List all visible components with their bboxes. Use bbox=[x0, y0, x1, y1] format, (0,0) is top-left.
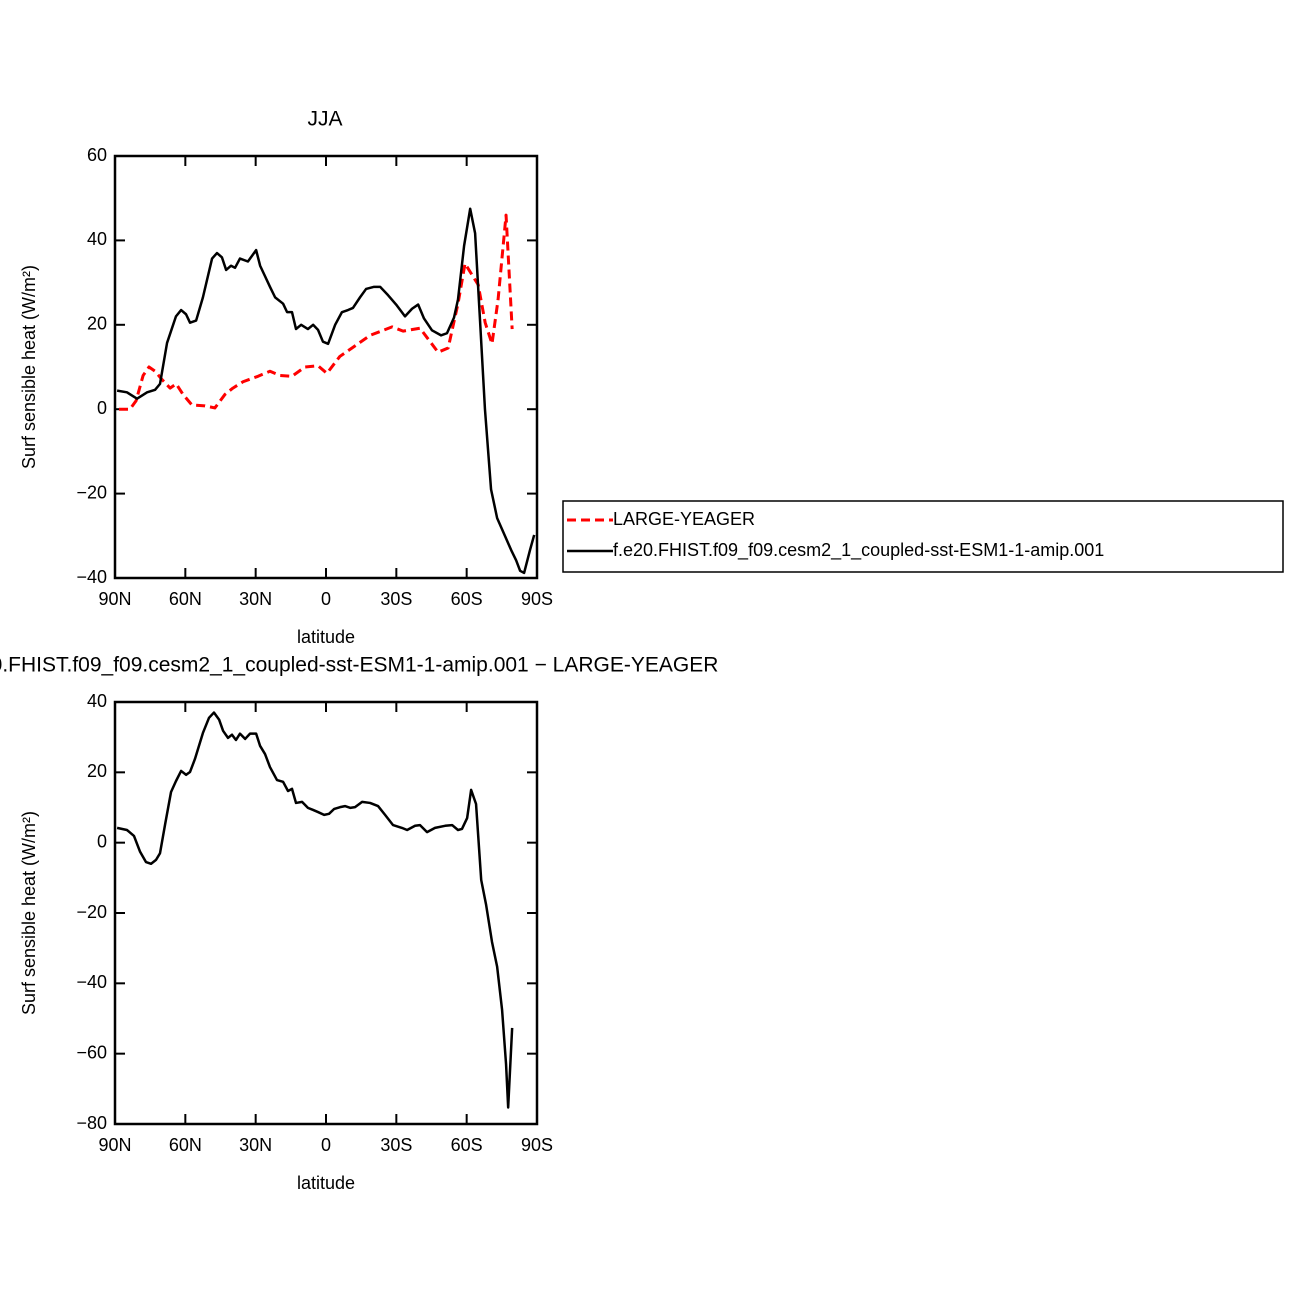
y-tick-label: 20 bbox=[87, 314, 107, 334]
x-tick-label: 0 bbox=[321, 1135, 331, 1155]
x-axis-label: latitude bbox=[297, 627, 355, 647]
x-tick-label: 60S bbox=[451, 1135, 483, 1155]
legend-label: LARGE-YEAGER bbox=[613, 509, 755, 529]
x-tick-label: 0 bbox=[321, 589, 331, 609]
y-tick-label: −80 bbox=[76, 1113, 107, 1133]
x-tick-label: 30N bbox=[239, 1135, 272, 1155]
y-tick-label: −20 bbox=[76, 902, 107, 922]
y-tick-label: 40 bbox=[87, 691, 107, 711]
x-tick-label: 60S bbox=[451, 589, 483, 609]
legend-label: f.e20.FHIST.f09_f09.cesm2_1_coupled-sst-… bbox=[613, 540, 1104, 561]
y-tick-label: −40 bbox=[76, 567, 107, 587]
y-tick-label: 40 bbox=[87, 229, 107, 249]
x-tick-label: 30N bbox=[239, 589, 272, 609]
x-tick-label: 90S bbox=[521, 589, 553, 609]
y-tick-label: 0 bbox=[97, 398, 107, 418]
chart-title: JJA bbox=[307, 108, 342, 131]
y-axis-label: Surf sensible heat (W/m²) bbox=[19, 811, 39, 1015]
y-tick-label: 20 bbox=[87, 761, 107, 781]
data-line bbox=[116, 711, 514, 1109]
plot-frame bbox=[113, 154, 539, 580]
y-axis-label: Surf sensible heat (W/m²) bbox=[19, 265, 39, 469]
x-tick-label: 90N bbox=[98, 1135, 131, 1155]
legend-box bbox=[562, 500, 1284, 573]
y-tick-label: 60 bbox=[87, 145, 107, 165]
plot-frame bbox=[113, 700, 539, 1126]
y-tick-label: −20 bbox=[76, 482, 107, 502]
x-tick-label: 90S bbox=[521, 1135, 553, 1155]
x-axis-label: latitude bbox=[297, 1173, 355, 1193]
chart-title: f.e20.FHIST.f09_f09.cesm2_1_coupled-sst-… bbox=[0, 654, 718, 677]
x-tick-label: 60N bbox=[169, 1135, 202, 1155]
y-tick-label: −40 bbox=[76, 972, 107, 992]
y-tick-label: 0 bbox=[97, 831, 107, 851]
x-tick-label: 30S bbox=[380, 1135, 412, 1155]
y-tick-label: −60 bbox=[76, 1042, 107, 1062]
x-tick-label: 90N bbox=[98, 589, 131, 609]
data-line bbox=[116, 207, 536, 575]
x-tick-label: 30S bbox=[380, 589, 412, 609]
x-tick-label: 60N bbox=[169, 589, 202, 609]
